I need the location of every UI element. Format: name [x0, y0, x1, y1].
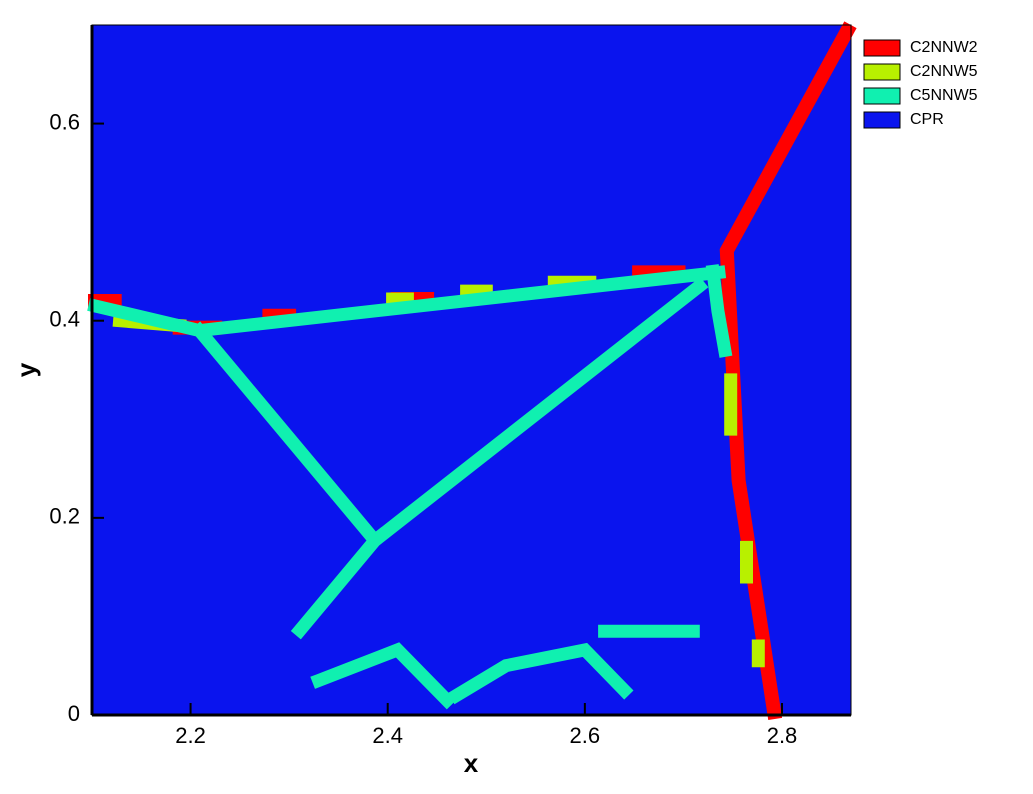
plot-background	[92, 25, 851, 715]
y-axis-label: y	[11, 362, 41, 377]
x-tick-label: 2.6	[570, 723, 601, 748]
legend-label: CPR	[910, 111, 944, 128]
y-tick-label: 0.4	[49, 307, 80, 332]
y-tick-label: 0.6	[49, 109, 80, 134]
x-tick-label: 2.4	[372, 723, 403, 748]
legend-swatch	[863, 87, 901, 105]
legend-label: C2NNW5	[910, 63, 978, 80]
x-tick-label: 2.8	[767, 723, 798, 748]
legend-label: C2NNW2	[910, 39, 978, 56]
indicator-band	[87, 264, 733, 710]
y-tick-label: 0.2	[49, 504, 80, 529]
legend-label: C5NNW5	[910, 87, 978, 104]
x-tick-label: 2.2	[175, 723, 206, 748]
x-axis-label: x	[464, 748, 479, 778]
y-tick-label: 0	[68, 701, 80, 726]
legend-swatch	[863, 63, 901, 81]
legend-swatch	[863, 39, 901, 57]
legend-swatch	[863, 111, 901, 129]
